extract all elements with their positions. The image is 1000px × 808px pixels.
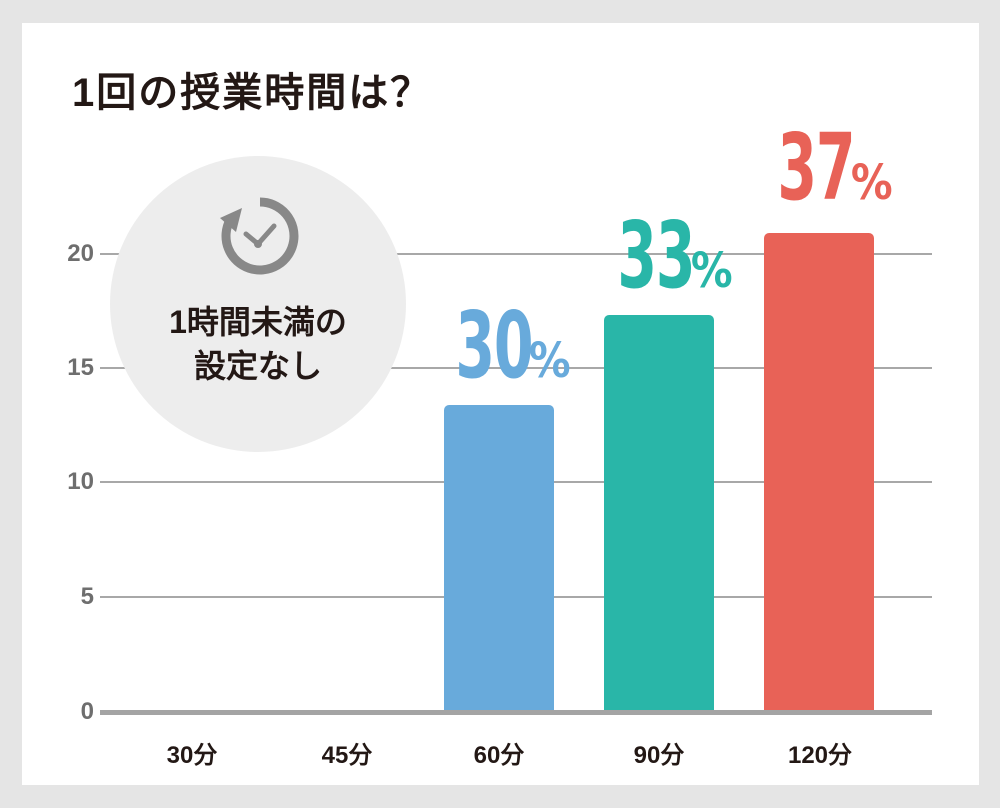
y-tick-15: 15 bbox=[67, 354, 94, 381]
bar-90min bbox=[604, 315, 714, 713]
clock-refresh-icon bbox=[220, 197, 299, 275]
annotation-text: 1時間未満の 設定なし bbox=[110, 300, 406, 388]
x-label-120min: 120分 bbox=[787, 742, 853, 769]
x-label-30min: 30分 bbox=[166, 742, 218, 769]
annotation-circle bbox=[110, 156, 406, 452]
x-label-45min: 45分 bbox=[321, 742, 373, 769]
annotation-line-2: 設定なし bbox=[193, 348, 322, 384]
y-tick-0: 0 bbox=[80, 698, 94, 725]
y-tick-20: 20 bbox=[67, 240, 94, 267]
x-label-90min: 90分 bbox=[633, 742, 685, 769]
y-tick-10: 10 bbox=[67, 468, 94, 495]
gridline-15 bbox=[100, 367, 932, 369]
annotation-line-1: 1時間未満の bbox=[169, 304, 347, 340]
bar-120min bbox=[764, 233, 874, 713]
x-label-60min: 60分 bbox=[473, 742, 525, 769]
bar-label-60min: 30% bbox=[455, 292, 571, 399]
gridline-20 bbox=[100, 253, 932, 255]
y-tick-5: 5 bbox=[80, 583, 94, 610]
bar-label-120min: 37% bbox=[777, 114, 893, 221]
chart-title: 1回の授業時間は？ bbox=[72, 71, 433, 115]
bar-label-90min: 33% bbox=[617, 202, 733, 309]
x-axis-baseline bbox=[100, 710, 932, 715]
bar-60min bbox=[444, 405, 554, 713]
